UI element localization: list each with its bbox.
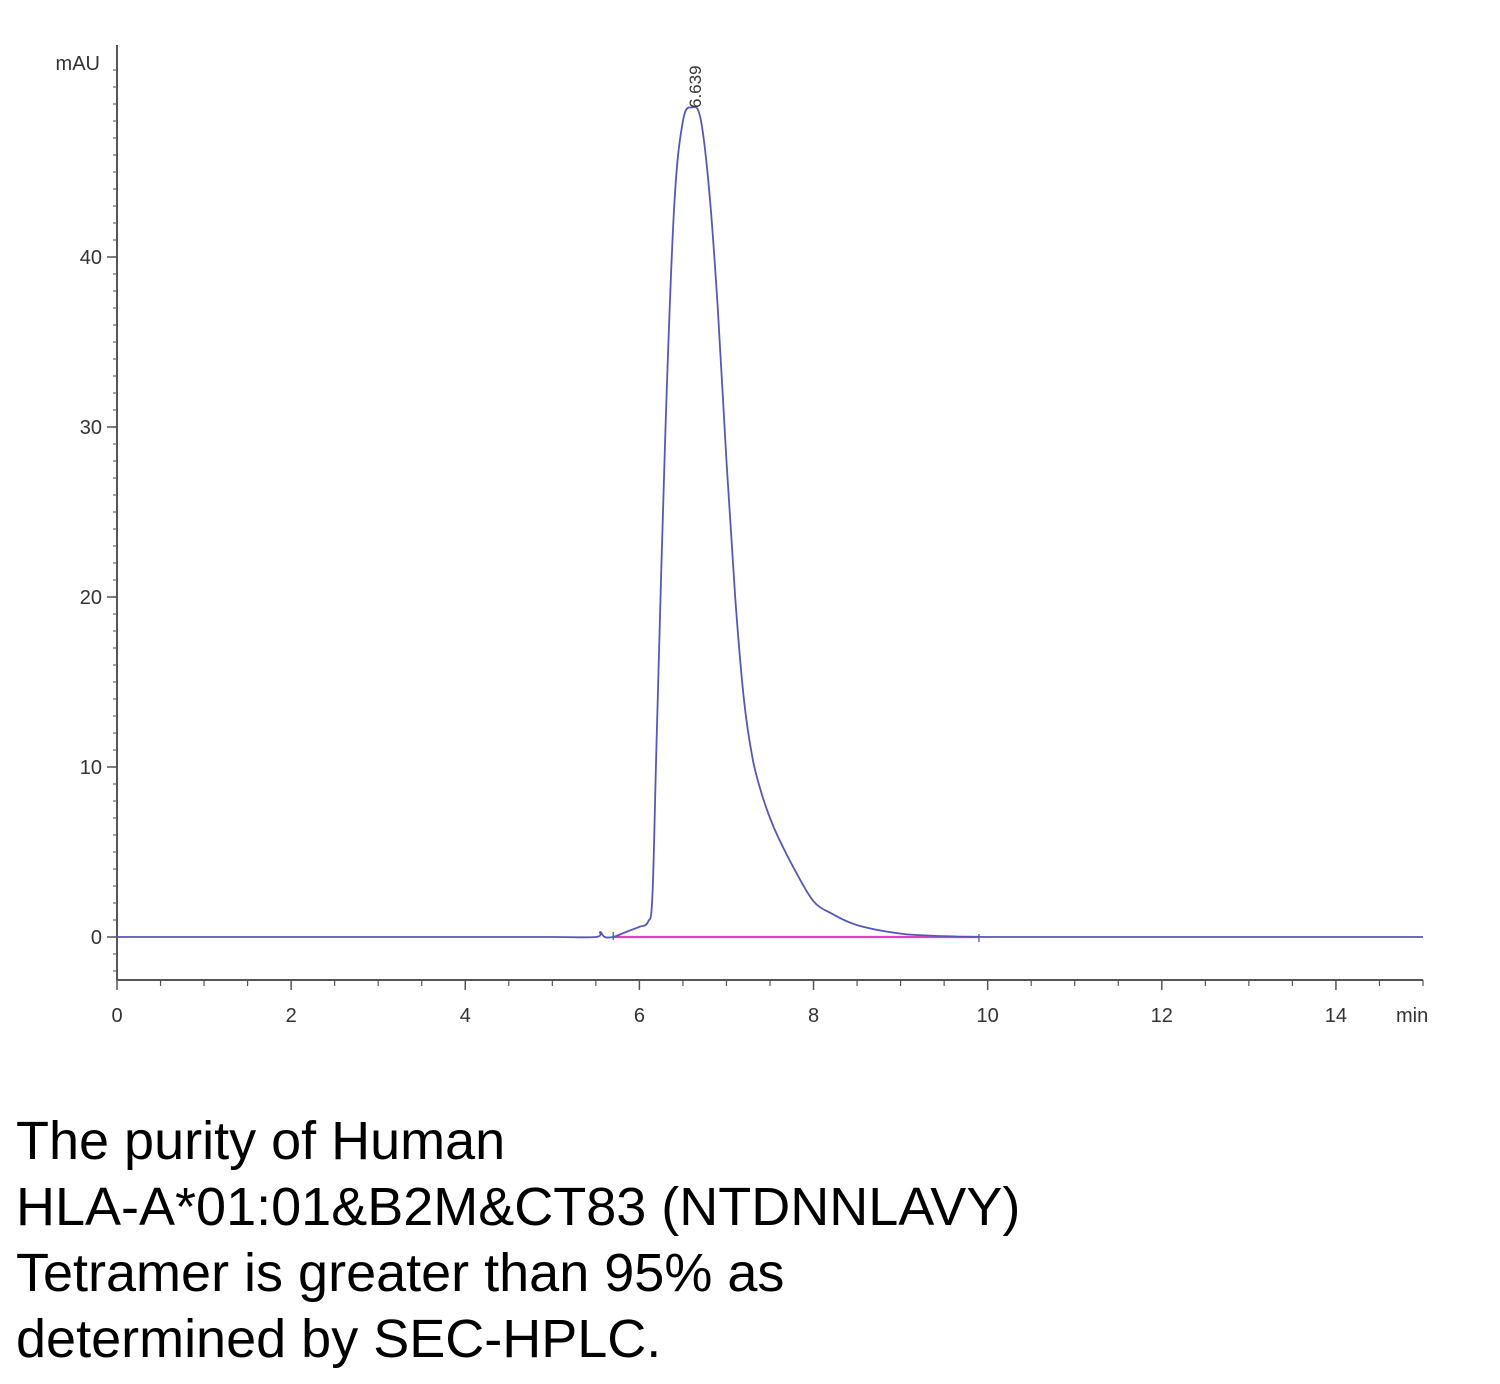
x-tick-label: 6 <box>634 1005 645 1027</box>
caption-line-4: determined by SEC-HPLC. <box>16 1309 662 1369</box>
x-tick-label: 14 <box>1325 1005 1347 1027</box>
tick-labels: 0 10 20 30 40 mAU 0 2 4 6 8 10 12 14 min <box>56 53 1429 1027</box>
y-tick-label: 30 <box>80 417 102 439</box>
x-tick-label: 0 <box>111 1005 122 1027</box>
x-axis-label: min <box>1396 1005 1428 1027</box>
annotations: 6.639 <box>686 65 705 108</box>
y-tick-label: 10 <box>80 757 102 779</box>
signal-line <box>117 105 1423 939</box>
caption: The purity of Human HLA-A*01:01&B2M&CT83… <box>16 1108 1476 1372</box>
y-tick-label: 40 <box>80 247 102 269</box>
tick-marks <box>107 69 1424 990</box>
x-tick-label: 8 <box>808 1005 819 1027</box>
x-tick-label: 4 <box>460 1005 471 1027</box>
x-tick-label: 2 <box>286 1005 297 1027</box>
caption-line-2: HLA-A*01:01&B2M&CT83 (NTDNNLAVY) <box>16 1177 1021 1237</box>
caption-line-1: The purity of Human <box>16 1111 506 1171</box>
y-tick-label: 0 <box>91 927 102 949</box>
y-tick-label: 20 <box>80 587 102 609</box>
x-tick-label: 12 <box>1151 1005 1173 1027</box>
y-axis-label: mAU <box>56 53 100 75</box>
caption-line-3: Tetramer is greater than 95% as <box>16 1243 785 1303</box>
series-layer <box>117 105 1423 942</box>
peak-retention-label: 6.639 <box>686 65 705 108</box>
x-tick-label: 10 <box>977 1005 999 1027</box>
chromatogram-chart: 0 10 20 30 40 mAU 0 2 4 6 8 10 12 14 min 6.639 <box>56 45 1429 1027</box>
axes <box>116 45 1423 981</box>
